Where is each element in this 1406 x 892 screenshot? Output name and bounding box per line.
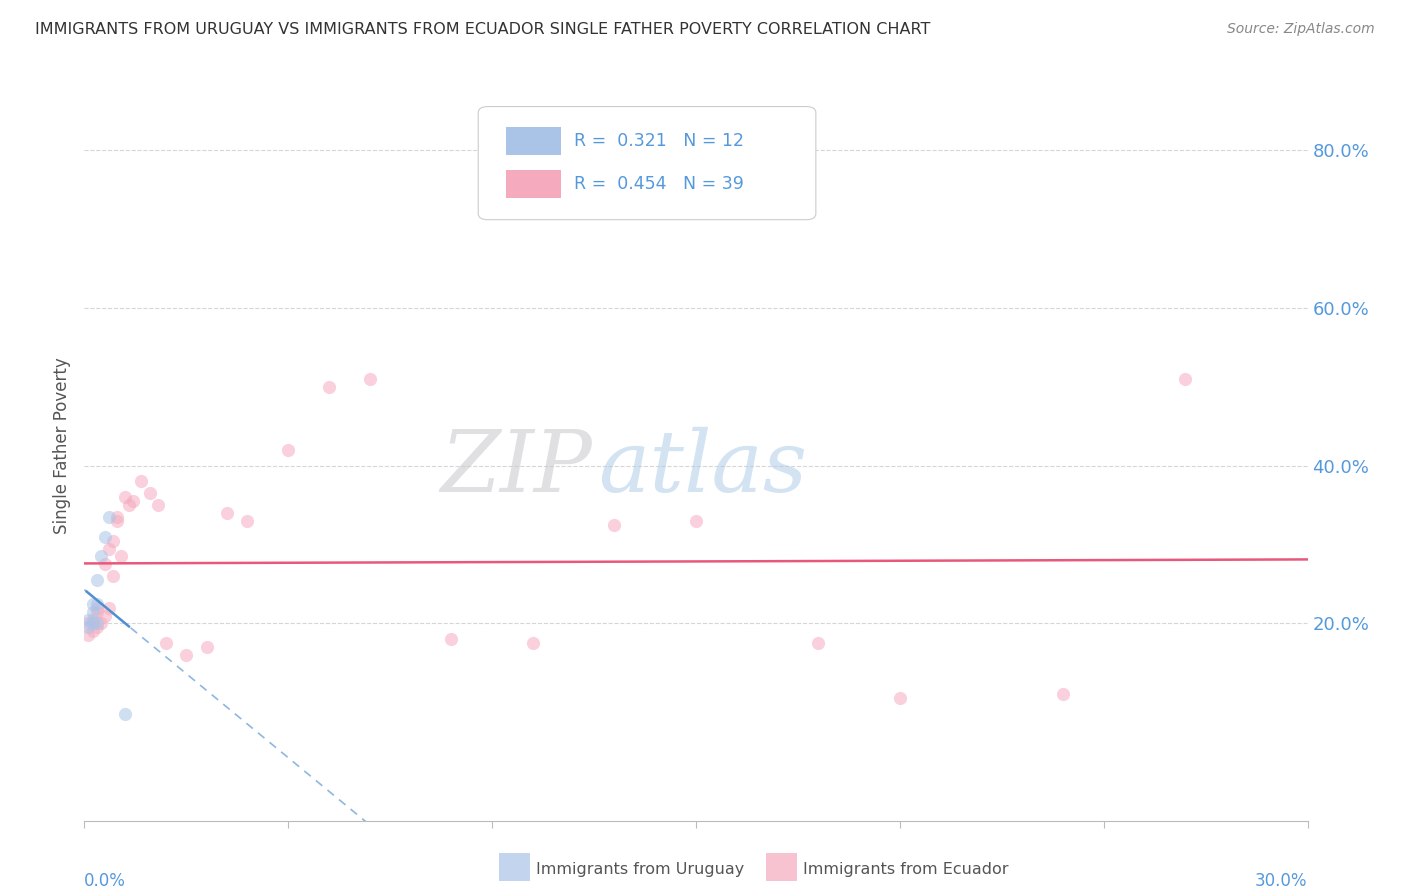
Point <box>93 558 115 572</box>
Point <box>217 506 239 520</box>
Point <box>440 632 463 647</box>
Point <box>86 573 108 587</box>
Text: Immigrants from Ecuador: Immigrants from Ecuador <box>803 863 1008 877</box>
Point <box>82 605 104 619</box>
Text: Source: ZipAtlas.com: Source: ZipAtlas.com <box>1227 22 1375 37</box>
Point <box>77 628 100 642</box>
Point <box>105 514 128 528</box>
Point <box>603 517 626 532</box>
Point <box>86 597 108 611</box>
FancyBboxPatch shape <box>506 127 561 155</box>
Point <box>77 620 100 634</box>
Point <box>114 490 136 504</box>
Point <box>82 613 104 627</box>
FancyBboxPatch shape <box>478 106 815 219</box>
Text: 30.0%: 30.0% <box>1256 871 1308 890</box>
Point <box>174 648 197 662</box>
Point <box>82 624 104 639</box>
Point <box>97 600 120 615</box>
Point <box>277 442 299 457</box>
Text: ZIP: ZIP <box>440 427 592 510</box>
Text: Immigrants from Uruguay: Immigrants from Uruguay <box>536 863 744 877</box>
FancyBboxPatch shape <box>506 169 561 198</box>
Point <box>685 514 707 528</box>
Point <box>155 636 177 650</box>
Text: R =  0.321   N = 12: R = 0.321 N = 12 <box>574 132 744 150</box>
Point <box>114 707 136 722</box>
Point <box>118 498 141 512</box>
Text: atlas: atlas <box>598 427 807 510</box>
Point <box>90 616 112 631</box>
Point <box>86 616 108 631</box>
Point <box>86 600 108 615</box>
Point <box>93 530 115 544</box>
Point <box>97 510 120 524</box>
Point <box>82 616 104 631</box>
Point <box>359 372 381 386</box>
Point <box>1052 688 1074 702</box>
Point <box>236 514 259 528</box>
Point <box>93 608 115 623</box>
Point <box>97 541 120 556</box>
Point <box>138 486 160 500</box>
Point <box>1174 372 1197 386</box>
Point <box>86 605 108 619</box>
Point <box>807 636 830 650</box>
Point <box>122 494 145 508</box>
Point <box>105 510 128 524</box>
Point <box>131 475 153 489</box>
Point <box>82 597 104 611</box>
Point <box>90 549 112 564</box>
Text: IMMIGRANTS FROM URUGUAY VS IMMIGRANTS FROM ECUADOR SINGLE FATHER POVERTY CORRELA: IMMIGRANTS FROM URUGUAY VS IMMIGRANTS FR… <box>35 22 931 37</box>
Point <box>318 380 340 394</box>
Point <box>101 569 124 583</box>
Y-axis label: Single Father Poverty: Single Father Poverty <box>53 358 72 534</box>
Point <box>110 549 132 564</box>
Point <box>101 533 124 548</box>
Point <box>77 616 100 631</box>
Point <box>146 498 169 512</box>
Point <box>522 636 544 650</box>
Text: R =  0.454   N = 39: R = 0.454 N = 39 <box>574 175 744 193</box>
Point <box>86 620 108 634</box>
Point <box>77 613 100 627</box>
Point <box>889 691 911 706</box>
Text: 0.0%: 0.0% <box>84 871 127 890</box>
Point <box>195 640 218 654</box>
